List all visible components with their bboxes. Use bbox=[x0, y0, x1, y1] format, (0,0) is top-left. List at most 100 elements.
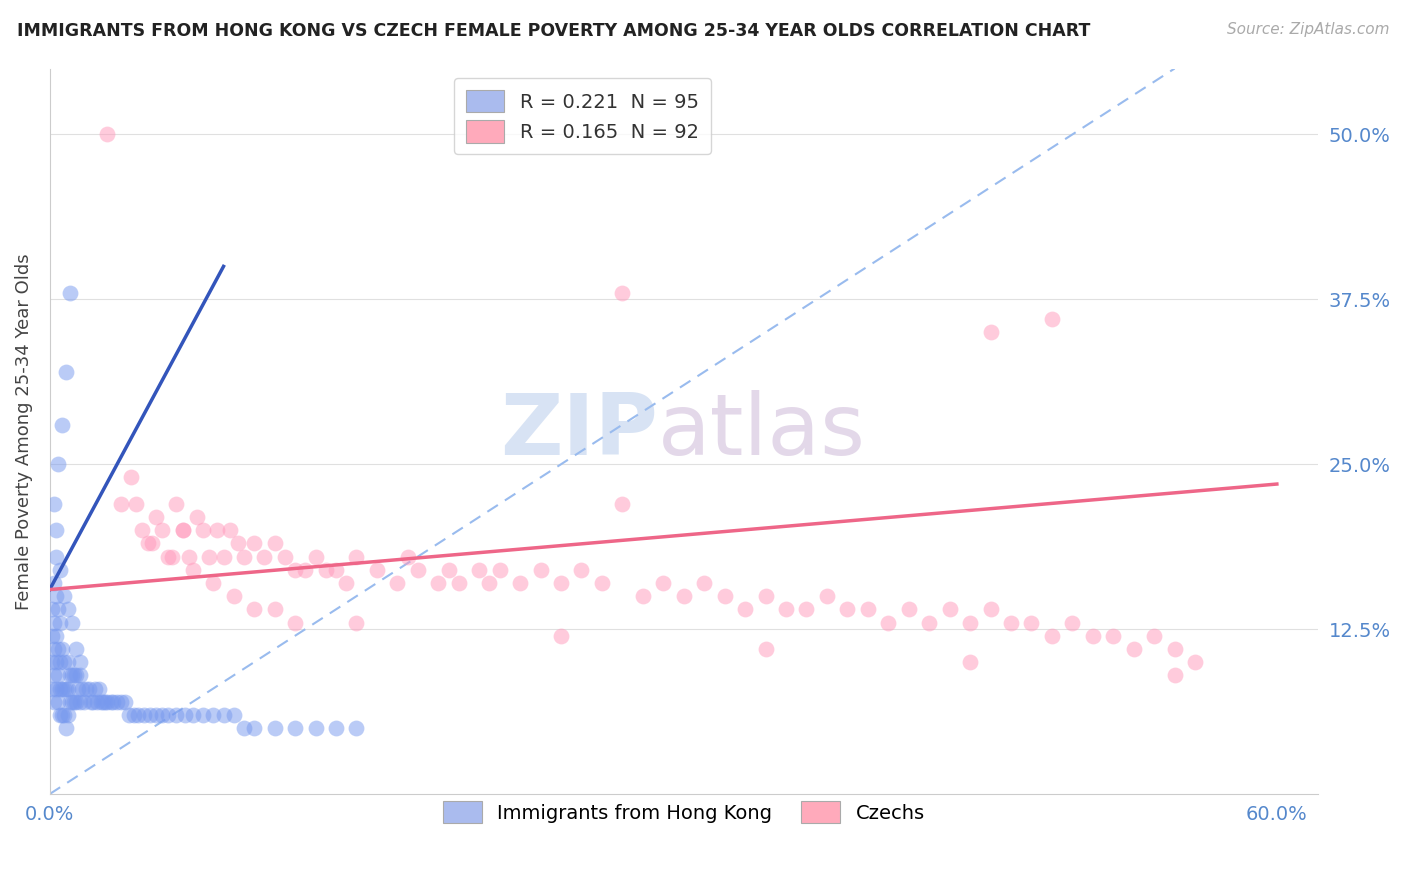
Point bbox=[815, 589, 838, 603]
Point bbox=[41, 655, 63, 669]
Point bbox=[243, 602, 266, 616]
Point bbox=[60, 615, 83, 630]
Point bbox=[136, 536, 159, 550]
Point bbox=[45, 523, 67, 537]
Point bbox=[304, 721, 326, 735]
Point bbox=[263, 721, 285, 735]
Point bbox=[118, 707, 141, 722]
Point bbox=[139, 707, 162, 722]
Point bbox=[49, 615, 72, 630]
Point bbox=[51, 642, 73, 657]
Point bbox=[124, 497, 146, 511]
Point bbox=[56, 655, 79, 669]
Point bbox=[897, 602, 920, 616]
Point bbox=[100, 695, 122, 709]
Point bbox=[202, 576, 225, 591]
Point bbox=[1122, 642, 1144, 657]
Point bbox=[468, 563, 491, 577]
Point bbox=[49, 681, 72, 696]
Point bbox=[131, 523, 153, 537]
Y-axis label: Female Poverty Among 25-34 Year Olds: Female Poverty Among 25-34 Year Olds bbox=[15, 253, 32, 609]
Point bbox=[304, 549, 326, 564]
Point bbox=[53, 681, 76, 696]
Point bbox=[101, 695, 124, 709]
Point bbox=[284, 721, 307, 735]
Point bbox=[186, 510, 208, 524]
Point bbox=[157, 549, 180, 564]
Point bbox=[49, 707, 72, 722]
Point bbox=[166, 497, 188, 511]
Point bbox=[51, 707, 73, 722]
Point bbox=[162, 549, 184, 564]
Point bbox=[46, 602, 69, 616]
Point bbox=[315, 563, 337, 577]
Point bbox=[335, 576, 357, 591]
Point bbox=[1102, 629, 1125, 643]
Point bbox=[46, 642, 69, 657]
Point bbox=[122, 707, 145, 722]
Point bbox=[509, 576, 531, 591]
Point bbox=[672, 589, 695, 603]
Point bbox=[91, 695, 114, 709]
Point bbox=[233, 721, 256, 735]
Point bbox=[754, 642, 776, 657]
Point bbox=[346, 721, 368, 735]
Point bbox=[51, 681, 73, 696]
Text: atlas: atlas bbox=[658, 390, 866, 473]
Point bbox=[612, 285, 634, 300]
Point bbox=[172, 523, 194, 537]
Point bbox=[754, 589, 776, 603]
Point bbox=[86, 695, 108, 709]
Point bbox=[45, 589, 67, 603]
Point bbox=[856, 602, 879, 616]
Point bbox=[222, 707, 245, 722]
Point bbox=[127, 707, 149, 722]
Point bbox=[877, 615, 900, 630]
Point bbox=[55, 681, 77, 696]
Point bbox=[243, 721, 266, 735]
Point bbox=[56, 707, 79, 722]
Text: Source: ZipAtlas.com: Source: ZipAtlas.com bbox=[1226, 22, 1389, 37]
Point bbox=[294, 563, 316, 577]
Point bbox=[49, 655, 72, 669]
Point bbox=[166, 707, 188, 722]
Point bbox=[42, 695, 65, 709]
Point bbox=[90, 695, 112, 709]
Point bbox=[46, 457, 69, 471]
Point bbox=[979, 326, 1001, 340]
Point bbox=[53, 707, 76, 722]
Point bbox=[181, 707, 204, 722]
Point bbox=[959, 655, 981, 669]
Point bbox=[110, 695, 132, 709]
Point bbox=[150, 523, 173, 537]
Point bbox=[222, 589, 245, 603]
Point bbox=[53, 655, 76, 669]
Point bbox=[110, 497, 132, 511]
Point bbox=[42, 576, 65, 591]
Point bbox=[631, 589, 654, 603]
Point bbox=[571, 563, 593, 577]
Point bbox=[198, 549, 221, 564]
Point bbox=[65, 695, 87, 709]
Point bbox=[73, 695, 96, 709]
Point bbox=[53, 589, 76, 603]
Point bbox=[652, 576, 675, 591]
Point bbox=[87, 681, 110, 696]
Point bbox=[325, 563, 347, 577]
Point bbox=[713, 589, 735, 603]
Point bbox=[478, 576, 501, 591]
Point bbox=[172, 523, 194, 537]
Point bbox=[141, 536, 163, 550]
Point bbox=[63, 668, 86, 682]
Point bbox=[51, 417, 73, 432]
Point bbox=[202, 707, 225, 722]
Text: IMMIGRANTS FROM HONG KONG VS CZECH FEMALE POVERTY AMONG 25-34 YEAR OLDS CORRELAT: IMMIGRANTS FROM HONG KONG VS CZECH FEMAL… bbox=[17, 22, 1090, 40]
Point bbox=[46, 695, 69, 709]
Point bbox=[959, 615, 981, 630]
Point bbox=[218, 523, 240, 537]
Point bbox=[1163, 642, 1185, 657]
Text: ZIP: ZIP bbox=[501, 390, 658, 473]
Point bbox=[1040, 312, 1063, 326]
Point bbox=[45, 655, 67, 669]
Point bbox=[181, 563, 204, 577]
